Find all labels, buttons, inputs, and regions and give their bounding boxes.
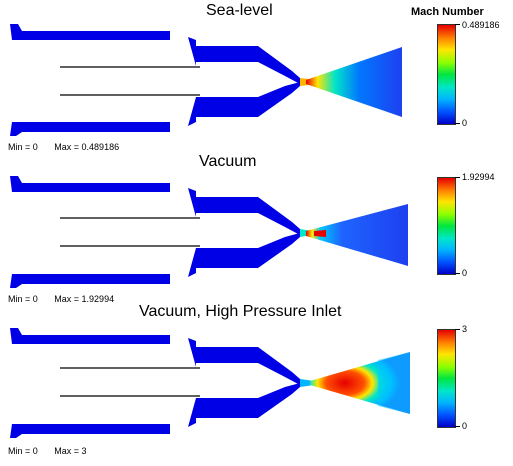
colorbar-tick <box>455 123 460 124</box>
min-label: Min = 0 <box>8 294 38 304</box>
colorbar-tick <box>455 329 460 330</box>
colorbar-max-label: 3 <box>462 324 468 334</box>
nozzle-contour-high-pressure <box>10 328 410 438</box>
colorbar-min-label: 0 <box>462 421 468 431</box>
max-label: Max = 0.489186 <box>54 142 120 152</box>
max-label: Max = 1.92994 <box>54 294 115 304</box>
colorbar-max-label: 1.92994 <box>462 172 495 182</box>
stats-sea-level: Min = 0 Max = 0.489186 <box>8 142 119 152</box>
colorbar-vacuum <box>437 177 456 275</box>
colorbar-tick <box>455 24 460 25</box>
min-label: Min = 0 <box>8 446 38 456</box>
nozzle-contour-vacuum <box>10 176 408 288</box>
colorbar-tick <box>455 177 460 178</box>
colorbar-tick <box>455 273 460 274</box>
legend-title: Mach Number <box>411 6 484 18</box>
colorbar-tick <box>455 426 460 427</box>
colorbar-high-pressure <box>437 329 456 428</box>
min-label: Min = 0 <box>8 142 38 152</box>
colorbar-min-label: 0 <box>462 268 468 278</box>
max-label: Max = 3 <box>54 446 87 456</box>
nozzle-contour-sea-level <box>10 24 402 136</box>
colorbar-min-label: 0 <box>462 118 468 128</box>
stats-high-pressure: Min = 0 Max = 3 <box>8 446 87 456</box>
panel-title-vacuum: Vacuum <box>199 153 257 170</box>
colorbar-sea-level <box>437 24 456 125</box>
colorbar-max-label: 0.489186 <box>462 20 500 30</box>
panel-title-vacuum-high-pressure-inlet: Vacuum, High Pressure Inlet <box>139 303 342 320</box>
stats-vacuum: Min = 0 Max = 1.92994 <box>8 294 114 304</box>
panel-title-sea-level: Sea-level <box>206 2 273 19</box>
